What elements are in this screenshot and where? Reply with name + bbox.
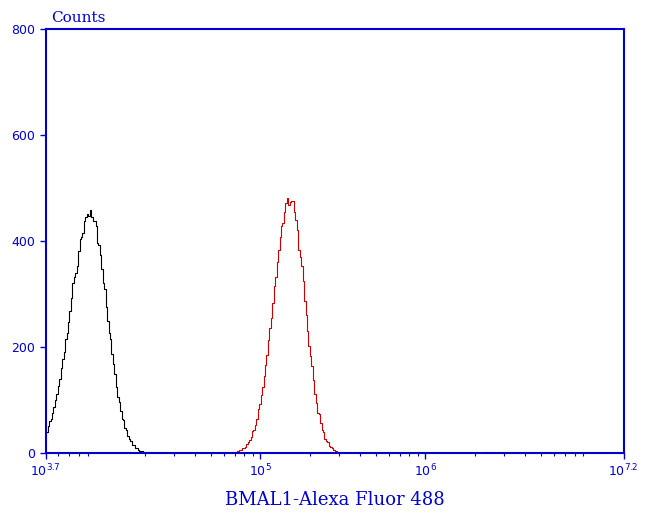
X-axis label: BMAL1-Alexa Fluor 488: BMAL1-Alexa Fluor 488: [225, 491, 445, 509]
Text: Counts: Counts: [51, 11, 106, 25]
